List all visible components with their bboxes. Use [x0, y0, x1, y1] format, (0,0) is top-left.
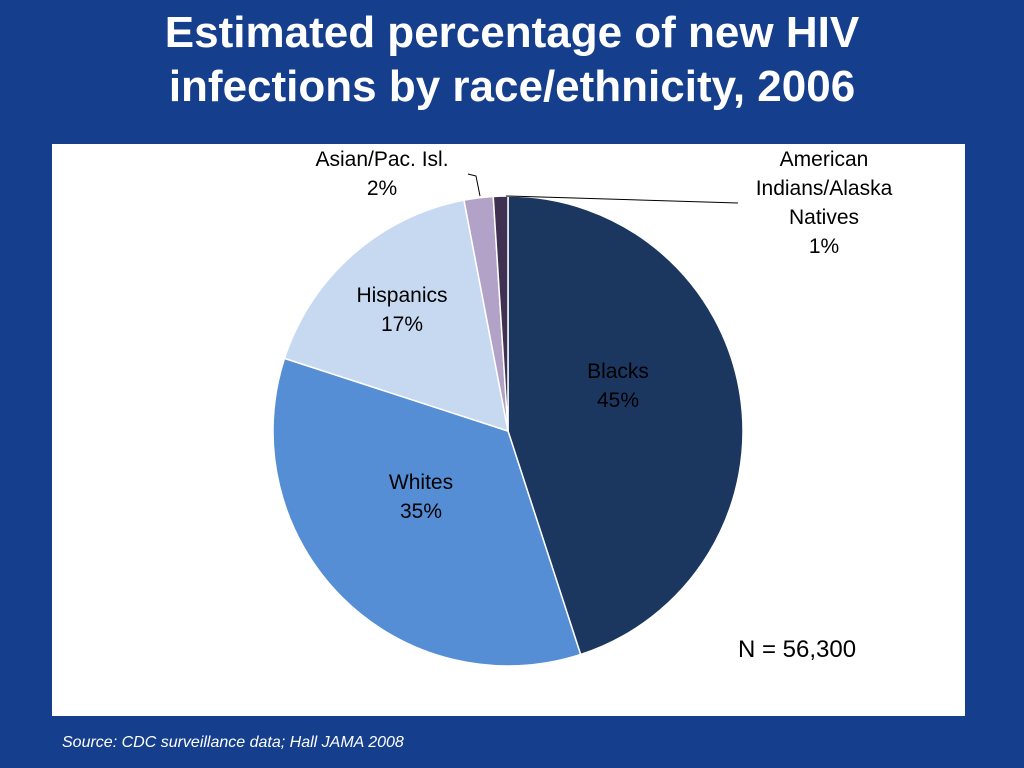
pie-label-american-indians-alaska-natives: American Indians/Alaska Natives 1% [756, 148, 893, 258]
source-note: Source: CDC surveillance data; Hall JAMA… [62, 734, 404, 751]
slide-title-line-1: Estimated percentage of new HIV [164, 8, 860, 57]
pie-label-line: Indians/Alaska [756, 177, 893, 200]
pie-label-line: Whites [389, 471, 453, 494]
pie-label-asian-pac-isl: Asian/Pac. Isl. 2% [315, 148, 448, 200]
pie-label-line: 2% [367, 177, 397, 200]
pie-label-whites: Whites 35% [389, 471, 453, 523]
pie-label-hispanics: Hispanics 17% [356, 284, 447, 336]
pie-label-line: American [780, 148, 869, 171]
leader-line-american-indians-alaska-natives [505, 195, 739, 204]
chart-panel: Blacks 45% Whites 35% Hispanics 17% Asian/Pac.… [52, 144, 965, 716]
pie-label-line: 35% [400, 500, 442, 523]
pie-chart: Blacks 45% Whites 35% Hispanics 17% Asian/Pac.… [272, 148, 893, 667]
sample-size-label: N = 56,300 [738, 636, 857, 663]
slide-title-line-2: infections by race/ethnicity, 2006 [168, 62, 856, 111]
pie-label-line: Natives [789, 206, 859, 229]
pie-label-blacks: Blacks 45% [587, 360, 649, 412]
pie-label-line: Blacks [587, 360, 649, 383]
pie-label-line: 17% [381, 313, 423, 336]
pie-label-line: Asian/Pac. Isl. [315, 148, 448, 171]
pie-label-line: 1% [809, 235, 839, 258]
pie-slice-whites [272, 357, 582, 667]
slide-title: Estimated percentage of new HIV infectio… [0, 6, 1024, 114]
pie-slice-hispanics [283, 199, 509, 433]
leader-line-asian-pac-isl [467, 173, 481, 197]
pie-slice-blacks [507, 195, 744, 656]
pie-label-line: 45% [597, 389, 639, 412]
pie-label-line: Hispanics [356, 284, 447, 307]
